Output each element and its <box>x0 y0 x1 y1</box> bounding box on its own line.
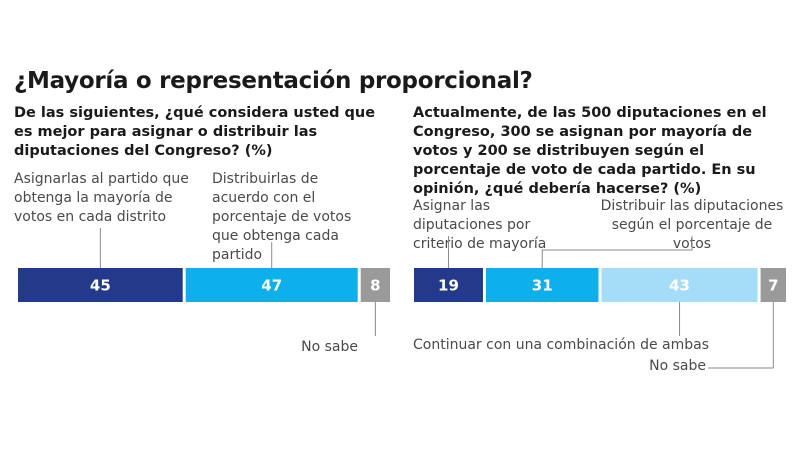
left-label-majority: Asignarlas al partido que obtenga la may… <box>14 171 189 225</box>
left-bar-value-majority: 45 <box>90 277 111 295</box>
right-bar-value-combination: 43 <box>669 277 690 295</box>
left-bar-segment-dontknow <box>360 268 390 302</box>
left-bar-value-proportional: 47 <box>261 277 282 295</box>
right-label-dontknow: No sabe <box>649 358 706 374</box>
right-label-combination: Continuar con una combinación de ambas <box>413 337 710 353</box>
right-bar-value-proportional: 31 <box>532 277 553 295</box>
left-label-dontknow: No sabe <box>301 339 358 355</box>
left-label-proportional: Distribuirlas de acuerdo con el porcenta… <box>212 171 352 263</box>
right-label-proportional: Distribuir las diputaciones según el por… <box>600 198 784 252</box>
left-bar-segment-proportional <box>185 268 358 302</box>
right-bar-segment-proportional <box>485 268 599 302</box>
page-title: ¿Mayoría o representación proporcional? <box>14 68 533 94</box>
right-label-majority: Asignar las diputaciones por criterio de… <box>413 198 547 252</box>
right-bar-segment-majority <box>414 268 483 302</box>
right-leader-line-proportional <box>541 236 693 268</box>
right-question: Actualmente, de las 500 diputaciones en … <box>413 105 767 197</box>
left-bar-value-dontknow: 8 <box>370 277 380 295</box>
right-bar-value-majority: 19 <box>438 277 459 295</box>
left-bar-segment-majority <box>18 268 183 302</box>
left-question: De las siguientes, ¿qué considera usted … <box>14 105 376 159</box>
right-bar-segment-combination <box>601 268 758 302</box>
right-bar-value-dontknow: 7 <box>768 277 778 295</box>
right-bar-segment-dontknow <box>760 268 786 302</box>
